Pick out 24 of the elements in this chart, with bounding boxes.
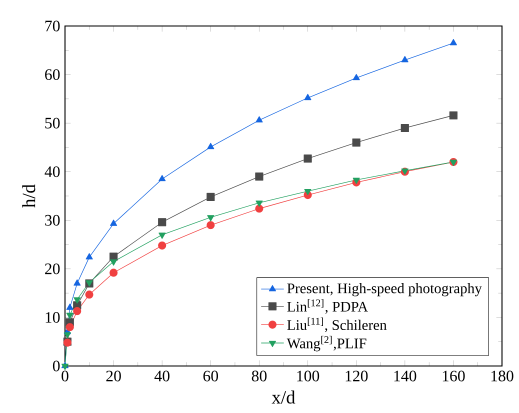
y-tick-label: 30: [45, 214, 60, 226]
legend-label: Lin$^{[12]}$, PDPA: [287, 299, 368, 314]
x-tick-label: 140: [394, 370, 416, 382]
y-axis-title: h/d: [22, 184, 36, 208]
x-tick-label: 60: [203, 370, 218, 382]
legend-label: Wang$^{[2]}$,PLIF: [286, 336, 366, 352]
x-tick-label: 120: [346, 370, 368, 382]
y-tick-label: 20: [45, 263, 60, 274]
y-tick-label: 10: [46, 312, 60, 323]
legend-label: Liu$^{[11]}$, Schileren: [287, 317, 387, 332]
y-tick-label: 50: [45, 118, 60, 129]
y-tick-label: 40: [44, 166, 60, 178]
y-tick-label: 70: [45, 20, 60, 32]
x-tick-label: 100: [297, 370, 320, 382]
x-tick-label: 180: [491, 370, 514, 382]
x-tick-label: 80: [252, 370, 267, 382]
x-tick-label: 0: [62, 370, 68, 382]
x-axis-title: x/d: [272, 390, 296, 404]
legend-label: Present, High-speed photography: [287, 283, 482, 296]
x-tick-label: 20: [106, 370, 121, 382]
y-tick-label: 0: [52, 360, 60, 372]
x-tick-label: 160: [442, 370, 465, 382]
y-tick-label: 60: [45, 69, 60, 80]
x-tick-label: 40: [154, 370, 170, 382]
